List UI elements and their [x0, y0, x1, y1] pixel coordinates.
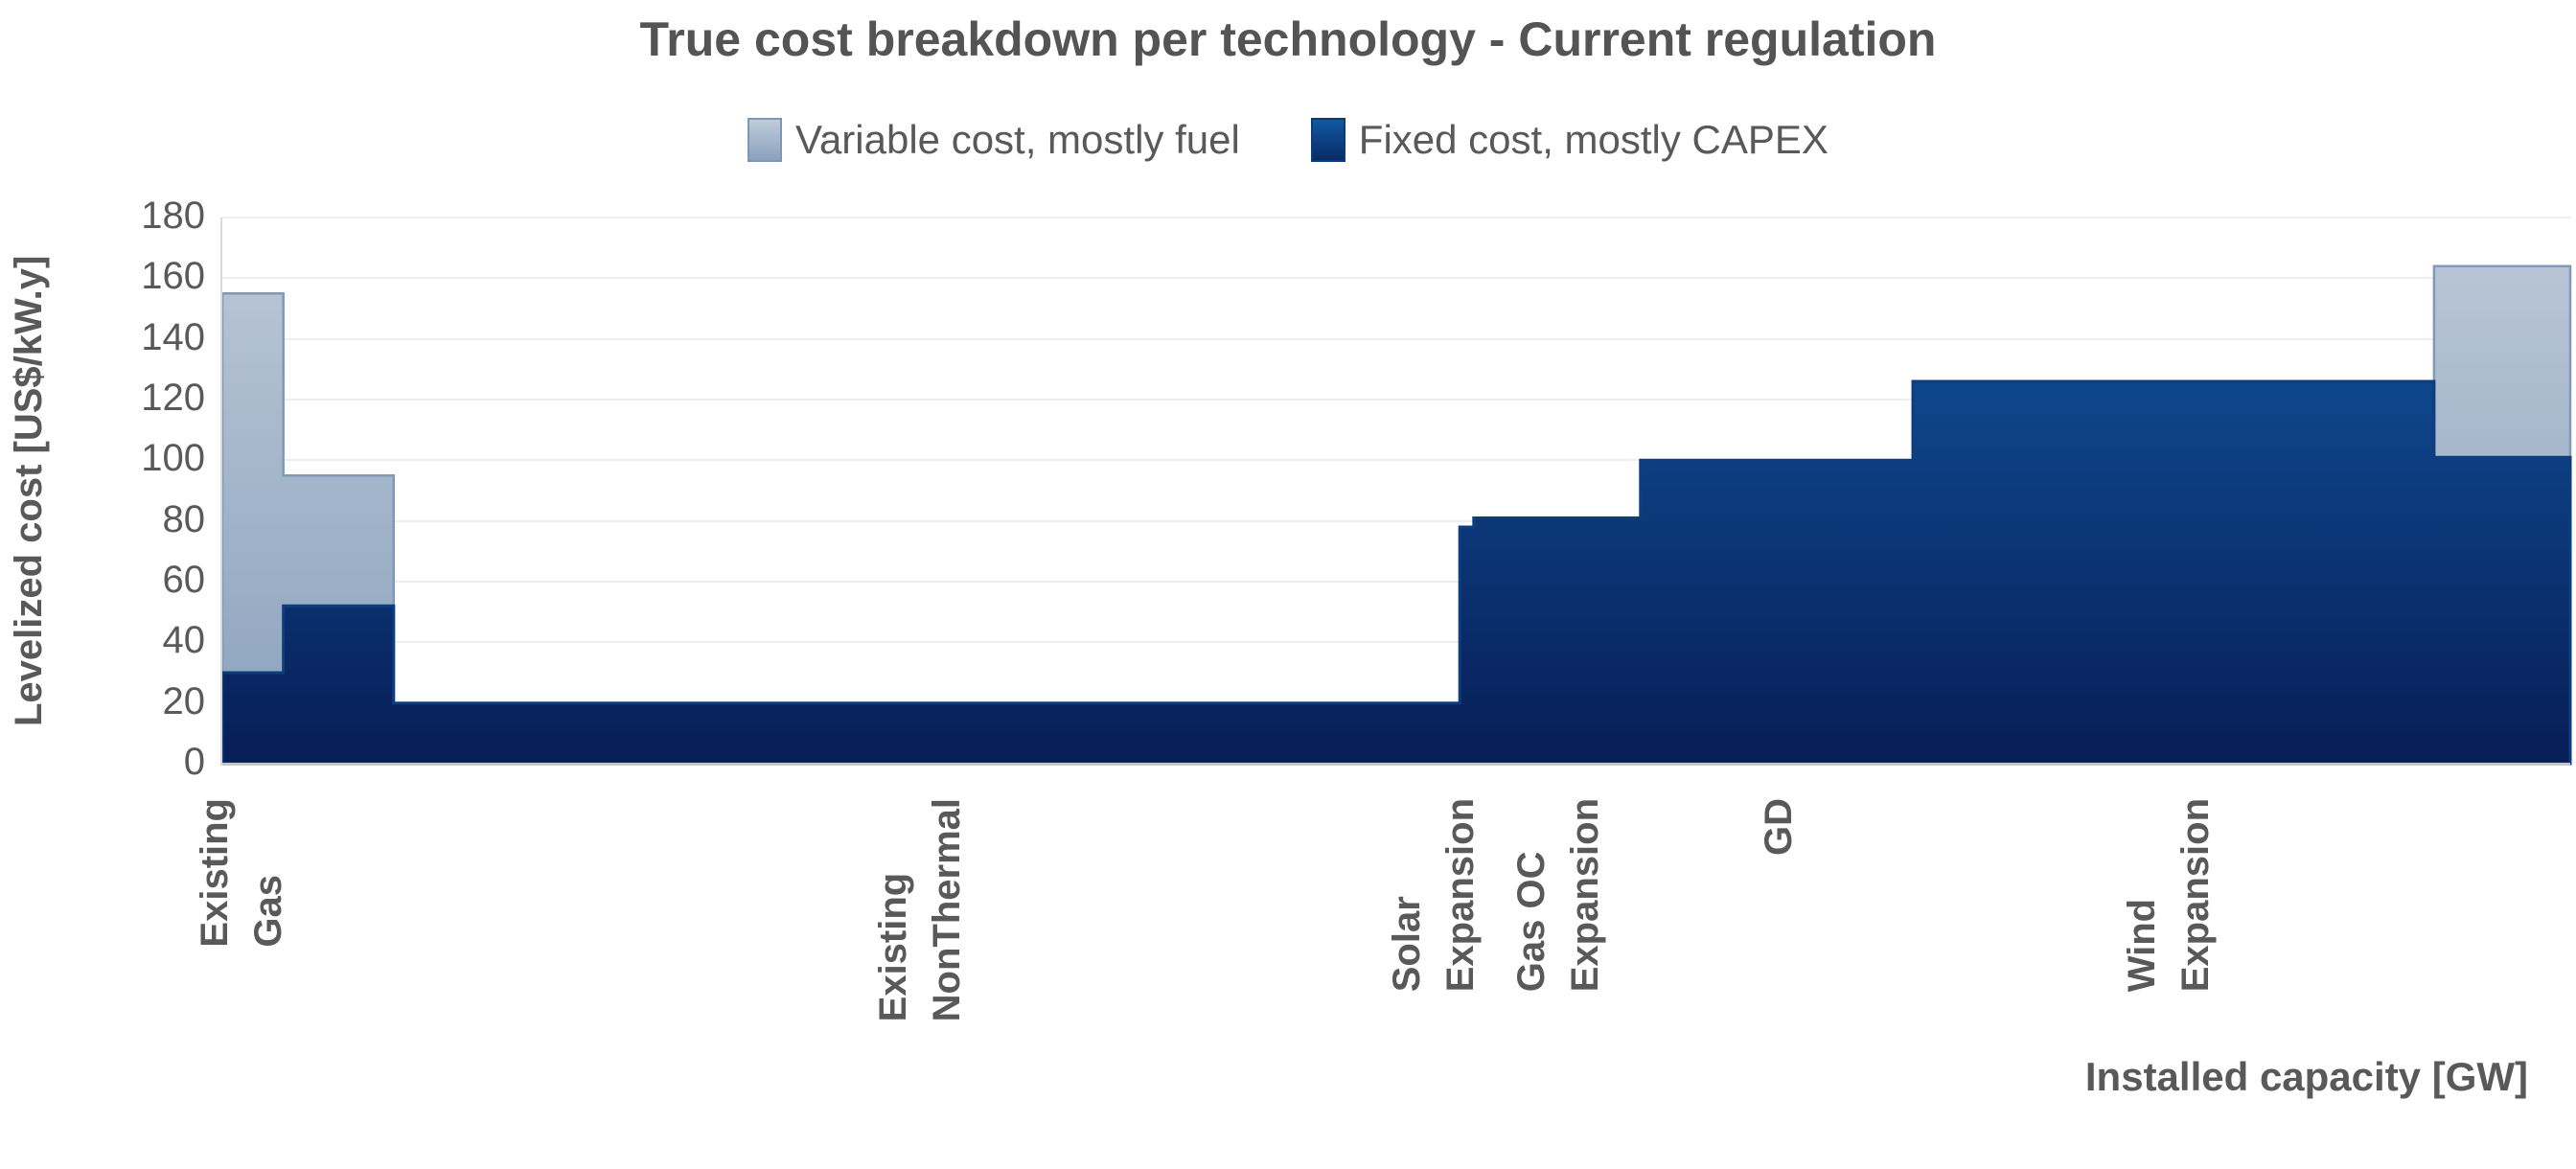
x-axis-label: Solar Expansion — [1380, 798, 1487, 992]
legend-item[interactable]: Fixed cost, mostly CAPEX — [1310, 117, 1828, 163]
gridline — [222, 459, 2570, 462]
legend: Variable cost, mostly fuel Fixed cost, mo… — [0, 117, 2576, 163]
x-axis-label-line: Solar — [1386, 896, 1429, 993]
y-axis-line — [220, 218, 222, 766]
fixed-cost-area — [220, 379, 2572, 766]
x-axis-label-line: Existing — [871, 872, 914, 1022]
legend-item[interactable]: Variable cost, mostly fuel — [748, 117, 1240, 163]
gridline — [222, 581, 2570, 583]
y-axis-title: Levelized cost [US$/kW.y] — [8, 255, 50, 726]
legend-label: Variable cost, mostly fuel — [795, 117, 1240, 162]
chart-title: True cost breakdown per technology - Cur… — [639, 12, 1937, 66]
x-axis-label: Existing NonThermal — [866, 798, 974, 1021]
y-tick-label: 0 — [183, 741, 205, 783]
x-axis-label-line: Wind — [2121, 898, 2164, 993]
gridline — [222, 217, 2570, 218]
y-tick-label: 40 — [162, 619, 206, 662]
gridline — [222, 277, 2570, 280]
x-axis-label: Gas OC Expansion — [1505, 798, 1612, 992]
x-axis-label-line: Existing — [193, 798, 236, 948]
x-axis-label: Wind Expansion — [2115, 798, 2222, 992]
x-axis-title: Installed capacity [GW] — [2084, 1054, 2528, 1099]
y-tick-label: 20 — [162, 679, 206, 722]
plot-area — [220, 218, 2572, 766]
stacked-area-chart — [220, 264, 2572, 766]
y-tick-label: 160 — [141, 255, 205, 298]
x-axis-line — [222, 763, 2570, 766]
gridline — [222, 519, 2570, 522]
variable-cost-swatch-icon — [748, 118, 783, 162]
x-axis-label: GD — [1752, 798, 1806, 856]
x-axis-label-line: Expansion — [2174, 798, 2218, 993]
fixed-cost-swatch-icon — [1310, 118, 1346, 162]
y-tick-label: 120 — [141, 377, 205, 419]
gridline — [222, 337, 2570, 340]
y-tick-label: 140 — [141, 315, 205, 358]
y-tick-label: 60 — [162, 559, 206, 601]
y-tick-label: 100 — [141, 437, 205, 480]
x-axis-label-line: Gas OC — [1510, 851, 1553, 993]
gridline — [222, 641, 2570, 644]
y-tick-label: 80 — [162, 497, 206, 540]
y-tick-label: 180 — [141, 195, 205, 237]
x-axis-label-line: Expansion — [1439, 798, 1483, 993]
x-axis-label: Existing Gas — [188, 798, 295, 948]
x-axis-label-line: NonThermal — [925, 798, 968, 1022]
gridline — [222, 399, 2570, 401]
x-axis-label-line: GD — [1758, 798, 1801, 856]
legend-label: Fixed cost, mostly CAPEX — [1358, 117, 1828, 162]
x-axis-label-line: Gas — [246, 874, 289, 948]
x-axis-label-line: Expansion — [1564, 798, 1607, 993]
